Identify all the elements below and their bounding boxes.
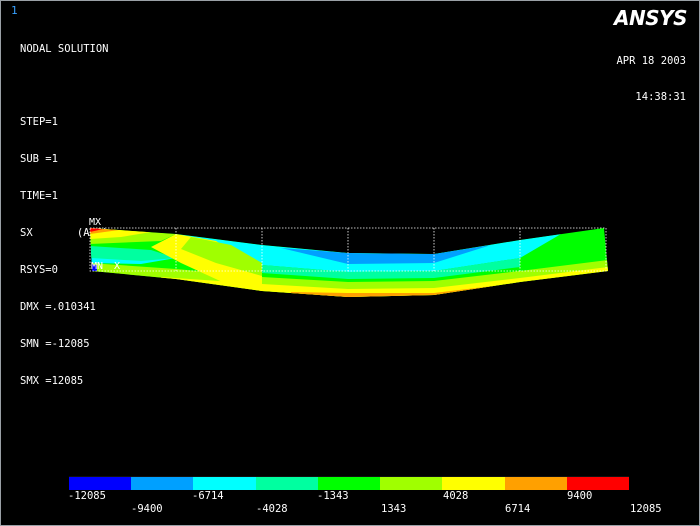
legend-label-lower: -4028 xyxy=(256,503,288,515)
legend-swatch xyxy=(566,477,629,490)
legend-label-lower: -9400 xyxy=(131,503,163,515)
timestamp-time: 14:38:31 xyxy=(635,91,686,104)
legend-label-upper: -1343 xyxy=(317,490,349,502)
info-smn: SMN =-12085 xyxy=(20,337,90,350)
max-marker: MX xyxy=(89,217,101,228)
window-number: 1 xyxy=(11,4,18,17)
info-title: NODAL SOLUTION xyxy=(20,42,109,55)
legend-label-upper: -6714 xyxy=(192,490,224,502)
ansys-logo: ANSYS xyxy=(613,6,688,30)
legend-label-lower: 1343 xyxy=(381,503,407,515)
contour-band-lightblue-top xyxy=(281,245,491,264)
timestamp-block: APR 18 2003 14:38:31 xyxy=(616,30,686,128)
info-smx: SMX =12085 xyxy=(20,374,84,387)
legend-swatch xyxy=(442,477,505,490)
info-step: STEP=1 xyxy=(20,116,58,129)
timestamp-date: APR 18 2003 xyxy=(616,54,686,67)
legend-label-lower: 12085 xyxy=(630,503,662,515)
legend-swatch xyxy=(504,477,567,490)
legend-label-lower: 6714 xyxy=(505,503,531,515)
contour-band-cyan-top xyxy=(176,234,561,272)
legend-label-upper: 4028 xyxy=(443,490,469,502)
info-time: TIME=1 xyxy=(20,190,58,203)
contour-band-teal-top xyxy=(231,256,520,279)
contour-band-teal-left xyxy=(90,246,176,261)
legend-swatch xyxy=(255,477,318,490)
contour-legend-bar xyxy=(69,476,629,490)
legend-swatch xyxy=(193,477,256,490)
info-sub: SUB =1 xyxy=(20,153,58,166)
legend-swatch xyxy=(380,477,443,490)
legend-swatch xyxy=(131,477,194,490)
contour-band-red-left xyxy=(90,228,103,232)
contour-band-yellowgreen-diagonal xyxy=(181,237,262,276)
info-rsys: RSYS=0 xyxy=(20,263,58,276)
stress-contour-bands xyxy=(90,228,608,297)
legend-swatch xyxy=(317,477,381,490)
info-dmx: DMX =.010341 xyxy=(20,300,96,313)
legend-label-upper: 9400 xyxy=(567,490,593,502)
legend-label-upper: -12085 xyxy=(68,490,106,502)
min-marker: MN xyxy=(91,261,103,272)
undeformed-shape-outline xyxy=(89,227,607,272)
contour-band-orange-bottom xyxy=(291,285,501,297)
legend-swatch xyxy=(69,477,132,490)
axis-x-label: X xyxy=(114,261,120,272)
contour-band-yellow-diagonal xyxy=(151,234,262,291)
